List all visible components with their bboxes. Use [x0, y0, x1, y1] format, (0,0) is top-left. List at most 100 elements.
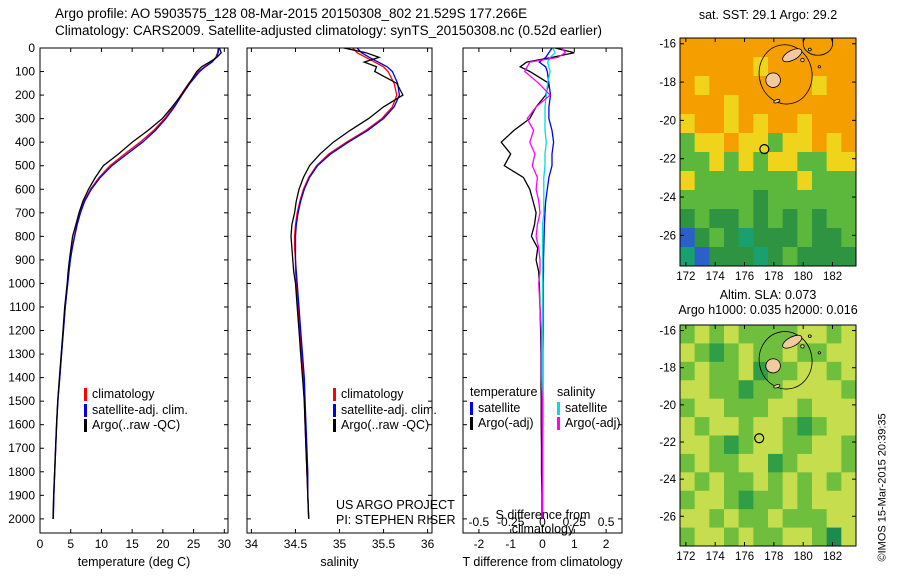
legend-item: satellite — [557, 401, 621, 417]
legend-item: Argo(-adj) — [470, 416, 537, 432]
pi-note: PI: STEPHEN RISER — [336, 513, 456, 527]
island-shape — [807, 334, 812, 338]
sla-map-title-1: Altim. SLA: 0.073 — [719, 288, 817, 302]
island-shape — [773, 384, 781, 389]
svg-text:30: 30 — [218, 537, 232, 551]
island-shape — [765, 358, 781, 374]
svg-text:180: 180 — [794, 551, 813, 563]
svg-text:-18: -18 — [659, 77, 676, 89]
svg-text:2: 2 — [603, 537, 610, 551]
svg-text:178: 178 — [764, 551, 783, 563]
svg-text:15: 15 — [125, 537, 139, 551]
satellite-adj-clim-line — [52, 47, 220, 519]
svg-text:36: 36 — [421, 537, 435, 551]
argo-float-marker — [754, 433, 765, 444]
s-difference-axis-label: S difference from climatology — [495, 508, 591, 536]
svg-text:-16: -16 — [659, 39, 676, 51]
svg-text:5: 5 — [67, 537, 74, 551]
legend-item: Argo(..raw -QC) — [333, 418, 437, 434]
sst-map-panel: 172 174 176 178 180 182 -16 -18 -20 -22 -24 -26 — [659, 37, 857, 283]
island-shape — [817, 351, 821, 355]
island-shape — [807, 47, 812, 52]
svg-text:172: 172 — [676, 271, 695, 283]
temperature-profile-panel: 0100200300400500600700800900100011001200… — [8, 41, 231, 551]
svg-text:1600: 1600 — [8, 418, 35, 432]
satellite-adj-clim-line — [294, 47, 401, 519]
svg-text:-24: -24 — [659, 474, 676, 486]
climatology-swatch — [84, 388, 87, 402]
sla-map-panel: 172 174 176 178 180 182 -16 -18 -20 -22 -24 -26 — [659, 324, 857, 563]
svg-text:178: 178 — [764, 271, 783, 283]
island-shape — [773, 99, 781, 104]
svg-text:-0.5: -0.5 — [469, 515, 490, 529]
temperature-axis-label: temperature (deg C) — [77, 555, 191, 569]
legend-label: Argo(-adj) — [565, 416, 621, 430]
svg-text:1400: 1400 — [8, 371, 35, 385]
svg-text:900: 900 — [15, 253, 35, 267]
svg-text:-26: -26 — [659, 511, 676, 523]
svg-text:182: 182 — [823, 551, 842, 563]
svg-text:174: 174 — [706, 271, 726, 283]
sla-map-title-2: Argo h1000: 0.035 h2000: 0.016 — [678, 303, 858, 317]
svg-text:0: 0 — [28, 41, 35, 55]
legend-item: satellite-adj. clim. — [333, 403, 437, 419]
legend-header: temperature — [470, 385, 538, 399]
svg-text:-26: -26 — [659, 230, 676, 242]
svg-text:200: 200 — [15, 88, 35, 102]
svg-text:300: 300 — [15, 112, 35, 126]
s-diff-argo-line — [523, 47, 567, 519]
svg-text:400: 400 — [15, 135, 35, 149]
svg-text:500: 500 — [15, 159, 35, 173]
island-shape — [800, 344, 805, 349]
island-shape — [782, 48, 803, 63]
salinity-profile-panel: 34 34.5 35 35.5 36 — [245, 47, 435, 551]
svg-text:172: 172 — [676, 551, 695, 563]
satellite-clim-swatch — [84, 403, 87, 417]
svg-text:1000: 1000 — [8, 276, 35, 290]
t-diff-argo-line — [500, 47, 575, 519]
svg-text:0.25: 0.25 — [563, 515, 587, 529]
coastline-contour — [758, 44, 813, 105]
svg-text:-2: -2 — [474, 537, 485, 551]
legend-item: Argo(-adj) — [557, 416, 621, 432]
svg-text:-24: -24 — [659, 192, 676, 204]
svg-text:-16: -16 — [659, 326, 676, 338]
coastline-contour — [758, 331, 813, 390]
difference-profile-panel: -2 -1 0 1 2 -0.5 -0.25 0 0.25 0.5 — [462, 47, 623, 551]
diff-salinity-legend: salinity satellite Argo(-adj) — [557, 385, 621, 432]
project-note: US ARGO PROJECT — [336, 498, 455, 512]
satellite-clim-swatch — [333, 403, 336, 417]
svg-text:-0.25: -0.25 — [497, 515, 525, 529]
svg-text:176: 176 — [735, 271, 754, 283]
svg-text:-1: -1 — [505, 537, 516, 551]
header-line-1: Argo profile: AO 5903575_128 08-Mar-2015… — [55, 6, 528, 21]
svg-text:0: 0 — [539, 515, 546, 529]
svg-text:34.5: 34.5 — [284, 537, 308, 551]
t-argo-swatch — [470, 417, 473, 431]
s-satellite-swatch — [557, 401, 560, 415]
svg-text:1900: 1900 — [8, 488, 35, 502]
coastline-contour — [802, 38, 833, 56]
svg-text:1200: 1200 — [8, 324, 35, 338]
argo-raw-swatch — [84, 419, 87, 433]
legend-label: satellite — [478, 400, 521, 415]
imos-credit: ©IMOS 15-Mar-2015 20:39:35 — [876, 413, 889, 562]
svg-text:1300: 1300 — [8, 347, 35, 361]
svg-text:800: 800 — [15, 229, 35, 243]
climatology-line — [293, 47, 398, 519]
svg-text:35.5: 35.5 — [372, 537, 396, 551]
climatology-line — [52, 47, 219, 519]
legend-header: salinity — [557, 385, 596, 399]
svg-text:35: 35 — [333, 537, 347, 551]
svg-text:0: 0 — [539, 537, 546, 551]
s-argo-swatch — [557, 417, 560, 431]
legend-label: climatology — [341, 387, 404, 401]
legend-label: satellite — [565, 400, 608, 415]
svg-text:-22: -22 — [659, 154, 676, 166]
svg-text:1700: 1700 — [8, 441, 35, 455]
salinity-axis-label: salinity — [320, 555, 359, 569]
svg-text:-18: -18 — [659, 363, 676, 375]
island-shape — [817, 65, 821, 69]
